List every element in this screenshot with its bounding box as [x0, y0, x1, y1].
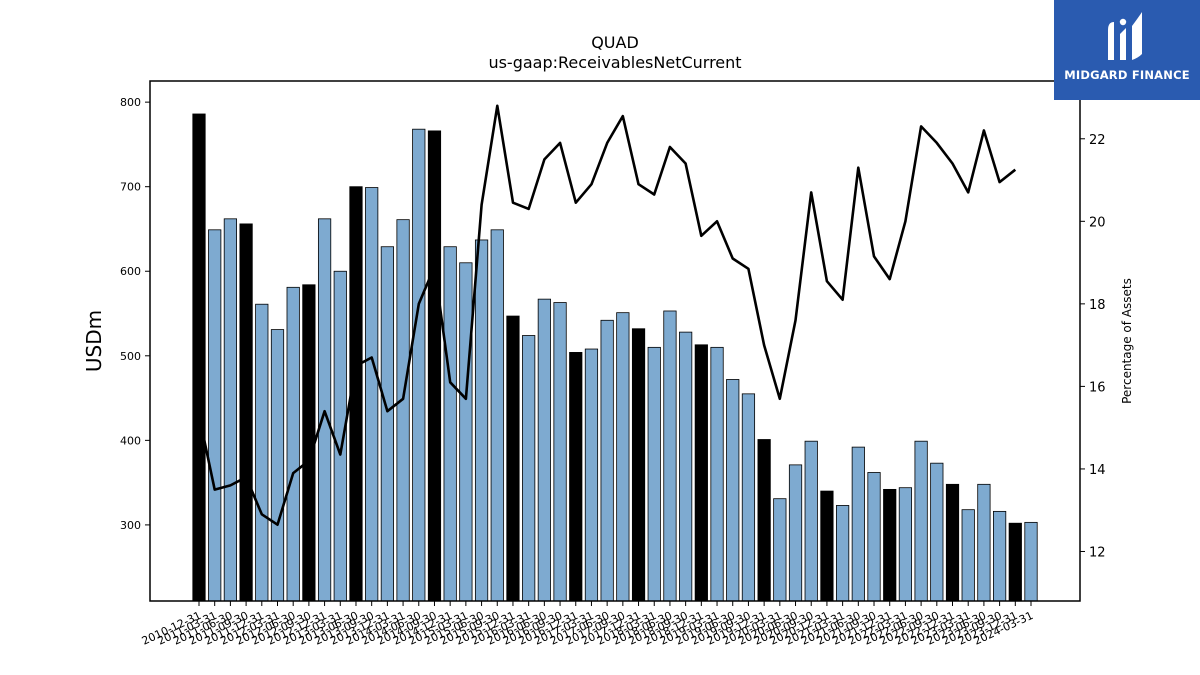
bar	[883, 488, 897, 602]
y2-tick-label: 16	[1089, 380, 1106, 395]
bar	[773, 498, 787, 602]
logo-text: MIDGARD FINANCE	[1064, 68, 1190, 82]
bar	[569, 352, 583, 602]
bar	[459, 262, 473, 602]
bar	[380, 246, 394, 602]
bar	[788, 464, 803, 602]
x-axis: 2010-12-312011-03-312011-06-302011-09-30…	[140, 601, 1035, 648]
midgard-logo-icon	[1108, 12, 1142, 60]
bar	[631, 328, 646, 602]
bar	[490, 229, 504, 602]
y2-tick-label: 12	[1089, 545, 1106, 560]
bar	[741, 393, 756, 602]
bar	[427, 130, 442, 602]
bar	[537, 298, 551, 602]
bar	[851, 446, 865, 602]
bar	[726, 379, 740, 602]
bar	[914, 440, 928, 602]
line-series	[197, 104, 1017, 527]
y2-tick-label: 18	[1089, 298, 1106, 313]
y-tick-label: 400	[120, 434, 141, 447]
y-tick-label: 300	[120, 519, 141, 532]
y2-tick-label: 22	[1089, 133, 1106, 148]
bar	[977, 483, 991, 602]
y2-tick-label: 20	[1089, 215, 1106, 230]
bar	[1024, 521, 1038, 602]
bar	[192, 113, 206, 602]
bar	[365, 187, 379, 602]
y-axis-right: 12 14 16 18 20 22	[1080, 133, 1106, 560]
bar	[694, 344, 708, 602]
bar	[804, 440, 818, 602]
bar	[223, 218, 237, 602]
chart-title: QUAD	[591, 33, 639, 52]
bar	[286, 286, 300, 602]
bar	[1008, 522, 1022, 602]
bar	[616, 312, 630, 602]
bar	[239, 223, 253, 602]
bar	[647, 346, 661, 602]
bar	[443, 246, 457, 602]
y-tick-label: 600	[120, 265, 141, 278]
y-axis-left: 300 400 500 600 700 800	[120, 96, 150, 532]
bar	[898, 487, 913, 602]
bar	[474, 239, 489, 602]
bar	[820, 490, 834, 602]
plot-frame	[149, 80, 1081, 602]
bar	[836, 505, 850, 602]
chart-subtitle: us-gaap:ReceivablesNetCurrent	[488, 53, 741, 72]
bar	[679, 331, 693, 602]
bar	[255, 303, 269, 602]
bar	[757, 439, 771, 602]
bar	[710, 346, 724, 602]
y-tick-label: 700	[120, 181, 141, 194]
y-axis-label: USDm	[82, 310, 106, 372]
bar	[412, 128, 426, 602]
y-tick-label: 800	[120, 96, 141, 109]
y2-axis-label: Percentage of Assets	[1120, 278, 1134, 404]
bar	[506, 315, 520, 602]
bar	[553, 302, 567, 602]
bar	[396, 219, 410, 602]
bar	[945, 483, 960, 602]
y2-tick-label: 14	[1089, 463, 1106, 478]
bar	[600, 319, 614, 602]
bar	[522, 335, 536, 602]
bar	[867, 472, 881, 602]
percentage-line	[197, 104, 1017, 527]
bar	[930, 462, 944, 602]
midgard-finance-logo: MIDGARD FINANCE	[1054, 0, 1200, 100]
bar	[270, 329, 285, 602]
bar	[584, 348, 599, 602]
bar	[961, 509, 975, 602]
bar	[208, 229, 222, 602]
bar	[993, 510, 1007, 602]
bar	[663, 310, 677, 602]
y-tick-label: 500	[120, 350, 141, 363]
